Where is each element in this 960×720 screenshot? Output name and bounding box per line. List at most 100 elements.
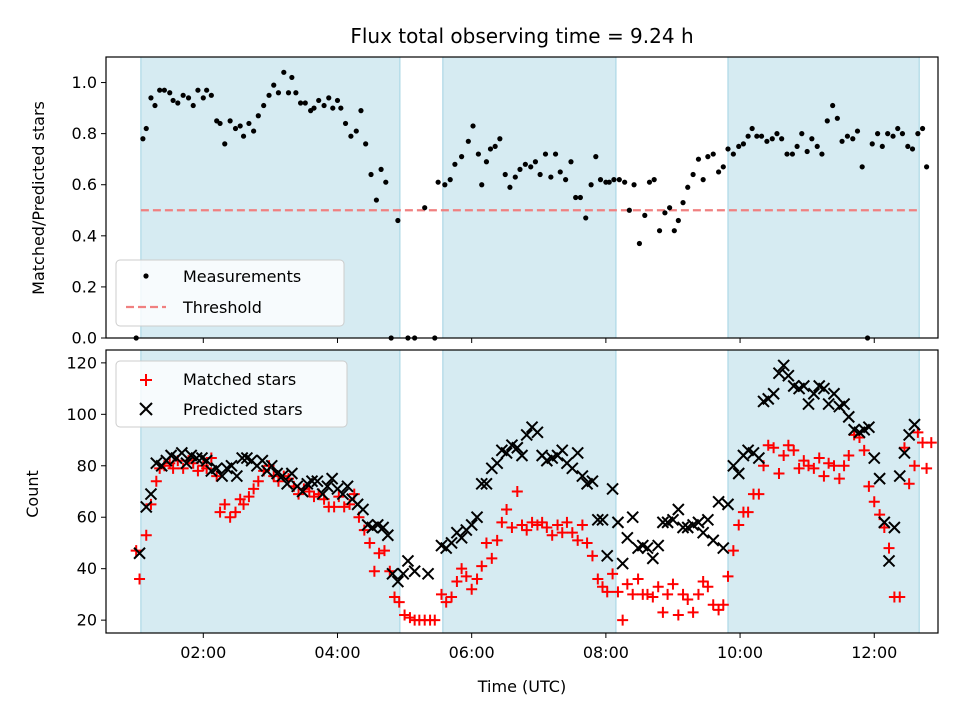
measurement-point (844, 133, 851, 139)
measurement-point (905, 143, 911, 150)
matched-star-point (552, 519, 564, 531)
matched-star-point (883, 542, 895, 554)
measurement-point (740, 141, 747, 147)
predicted-star-point (696, 526, 710, 539)
measurement-point (483, 159, 490, 165)
matched-star-point (722, 570, 734, 582)
predicted-star-point (712, 495, 725, 508)
matched-star-point (818, 470, 830, 482)
matched-star-point (727, 545, 739, 557)
predicted-star-point (902, 428, 916, 442)
measurement-point (297, 100, 304, 106)
measurement-point (577, 194, 583, 201)
matched-star-point (682, 594, 694, 606)
predicted-star-point (873, 472, 886, 485)
measurement-point (705, 154, 711, 160)
matched-star-point (364, 537, 376, 549)
matched-star-point (399, 609, 411, 621)
predicted-star-point (898, 446, 911, 460)
matched-star-point (903, 478, 915, 490)
matched-star-point (516, 519, 528, 531)
matched-star-point (592, 573, 604, 585)
predicted-star-point (280, 477, 294, 490)
measurement-point (794, 143, 800, 150)
data-points (130, 69, 937, 626)
predicted-star-point (265, 459, 278, 472)
measurement-point (799, 131, 805, 137)
y-tick-label-top: 0.0 (72, 329, 97, 348)
measurement-point (764, 138, 770, 144)
matched-star-point (733, 519, 745, 531)
measurement-point (667, 205, 673, 211)
matched-star-point (506, 522, 518, 534)
predicted-star-point (732, 467, 745, 480)
measurement-point (774, 131, 780, 137)
predicted-star-point (445, 536, 458, 550)
measurement-point (606, 179, 612, 185)
y-tick-label-top: 0.4 (72, 226, 97, 245)
predicted-star-point (321, 480, 334, 493)
predicted-star-point (601, 549, 614, 563)
measurement-point (152, 102, 158, 109)
measurement-point (758, 133, 765, 139)
matched-star-point (863, 480, 875, 492)
predicted-star-point (707, 534, 720, 547)
legend-top-frame (115, 259, 345, 327)
matched-star-point (229, 506, 241, 518)
predicted-star-point (397, 567, 410, 581)
x-axis-title: Time (UTC) (477, 677, 566, 696)
matched-star-point (536, 516, 548, 528)
measurement-point (680, 200, 686, 206)
matched-star-point (486, 552, 498, 564)
matched-star-point (561, 516, 573, 528)
predicted-star-point (230, 469, 244, 483)
predicted-star-point (666, 513, 680, 527)
measurement-point (522, 161, 528, 167)
predicted-star-point (386, 567, 399, 581)
matched-star-point (586, 550, 598, 562)
measurement-point (869, 141, 875, 147)
predicted-star-point (616, 557, 629, 570)
matched-star-point (303, 486, 315, 497)
measurement-point (470, 123, 476, 129)
measurement-point (725, 146, 731, 152)
axes-frame-bottom (105, 349, 939, 634)
measurement-point (180, 92, 186, 98)
measurement-point (789, 151, 796, 157)
matched-star-point (707, 599, 719, 611)
legend-top: Measurements Threshold (115, 259, 345, 327)
measurement-point (143, 125, 149, 132)
measurement-point (302, 100, 308, 106)
matched-star-point (572, 534, 584, 546)
measurement-point (915, 131, 921, 137)
measurement-point (890, 133, 896, 139)
measurement-point (422, 205, 428, 211)
y-tick-label-bottom: 60 (77, 508, 97, 527)
x-tick-label: 08:00 (583, 643, 629, 662)
legend-matched-marker (140, 374, 152, 386)
predicted-star-point (556, 444, 569, 457)
legend-predicted-label: Predicted stars (183, 400, 303, 419)
matched-star-point (909, 460, 921, 472)
matched-star-point (456, 563, 468, 575)
measurement-point (497, 136, 503, 142)
measurement-point (745, 133, 751, 139)
matched-star-point (702, 581, 714, 593)
predicted-star-point (490, 456, 504, 470)
matched-star-point (878, 522, 890, 534)
matched-star-point (833, 473, 845, 485)
measurement-point (330, 105, 336, 111)
measurement-point (720, 164, 726, 170)
measurement-point (334, 97, 341, 104)
measurement-point (266, 92, 272, 98)
measurement-point (208, 92, 214, 98)
predicted-star-point (656, 516, 670, 529)
y-tick-label-bottom: 40 (77, 559, 97, 578)
measurement-point (237, 123, 243, 129)
chart-title: Flux total observing time = 9.24 h (350, 24, 693, 48)
matched-star-point (773, 467, 785, 479)
predicted-star-point (611, 516, 625, 529)
matched-star-point (358, 524, 370, 536)
y-tick-label-top: 0.2 (72, 277, 97, 296)
